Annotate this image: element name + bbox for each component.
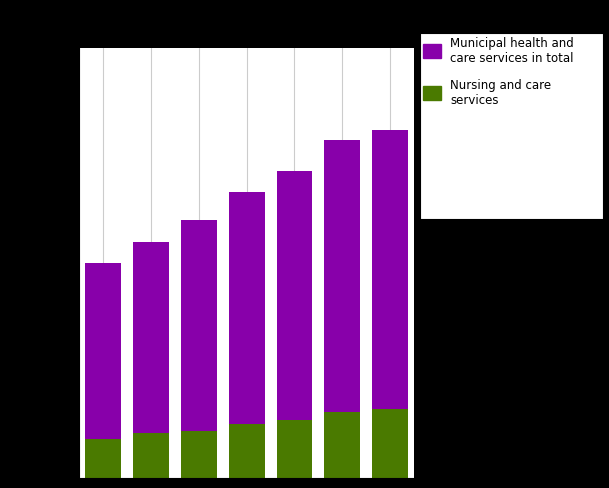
Bar (276, 171, 312, 420)
Bar (181, 221, 217, 431)
Bar (372, 409, 408, 478)
Bar (276, 420, 312, 478)
Bar (133, 433, 169, 478)
Bar (133, 242, 169, 433)
Bar (229, 193, 264, 425)
Bar (372, 130, 408, 409)
Bar (181, 431, 217, 478)
Bar (85, 264, 121, 440)
Bar (229, 425, 264, 478)
Bar (325, 141, 361, 412)
Legend: Municipal health and
care services in total, Nursing and care
services: Municipal health and care services in to… (417, 31, 580, 113)
Bar (325, 412, 361, 478)
Bar (85, 440, 121, 478)
